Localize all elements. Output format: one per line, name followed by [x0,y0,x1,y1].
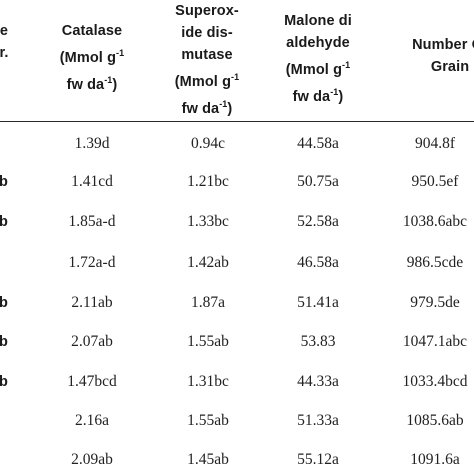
grain-cell: 950.5ef [411,173,459,190]
header-catalase-line2: (Mmol g-1 [38,42,146,69]
row-lead: b [0,214,8,230]
catalase-cell: 1.72a-d [68,254,116,271]
header-grain-line1: Number Of [412,37,474,53]
sod-cell: 1.42ab [187,254,229,271]
mda-cell: 44.58a [297,135,339,152]
header-grain-line2: Grain [430,59,470,75]
header-col0-line2: r. [0,45,9,61]
header-col0-line1: e [0,23,9,39]
table-row: b 1.41cd 1.21bc 50.75a 950.5ef [0,164,474,200]
grain-cell: 904.8f [414,135,456,152]
sod-cell: 1.33bc [187,213,229,230]
grain-cell: 1033.4bcd [402,373,468,390]
header-catalase-line3: fw da-1) [38,69,146,96]
header-sod-line2: ide dis- [181,25,233,41]
header-sod-line5-text: fw da [181,100,220,117]
mda-cell: 51.41a [297,294,339,311]
sod-cell: 1.55ab [187,412,229,429]
row-lead: b [0,174,8,190]
header-mda-line3: (Mmol g-1 [266,54,370,81]
grain-cell: 979.5de [410,294,460,311]
header-mda-line4: fw da-1) [266,81,370,108]
header-mda-line4-end: ) [338,88,344,105]
sod-cell: 0.94c [190,135,225,152]
header-catalase-sup1: -1 [116,48,125,58]
header-mda-line3-text: (Mmol g [285,61,343,78]
mda-cell: 50.75a [297,173,339,190]
header-mda-sup1: -1 [342,60,351,70]
header-grain: Number Of Grain [380,34,474,78]
header-catalase: Catalase (Mmol g-1 fw da-1) [38,20,146,96]
table-row: b 1.47bcd 1.31bc 44.33a 1033.4bcd [0,364,474,400]
table-row: b 1.85a-d 1.33bc 52.58a 1038.6abc [0,204,474,240]
sod-cell: 1.31bc [187,373,229,390]
grain-cell: 1085.6ab [406,412,464,429]
header-catalase-line1: Catalase [61,23,123,39]
header-sod-line5-end: ) [227,100,233,117]
table-row: 1.72a-d 1.42ab 46.58a 986.5cde [0,245,474,281]
header-sod-line3: mutase [181,47,233,63]
header-catalase-line2-text: (Mmol g [59,49,117,66]
header-sod-line5: fw da-1) [152,93,262,120]
row-lead: b [0,295,8,311]
grain-cell: 1091.6a [410,451,460,468]
grain-cell: 986.5cde [406,254,464,271]
header-mda-line2: aldehyde [286,35,350,51]
mda-cell: 51.33a [297,412,339,429]
sod-cell: 1.55ab [187,333,229,350]
row-lead: b [0,374,8,390]
header-mda-sup2: -1 [330,86,339,97]
header-sod-line4: (Mmol g-1 [152,66,262,93]
catalase-cell: 1.39d [74,135,110,152]
catalase-cell: 1.47bcd [67,373,117,390]
catalase-cell: 2.09ab [71,451,113,468]
header-rule [0,121,474,122]
mda-cell: 55.12a [297,451,339,468]
table-row: 2.09ab 1.45ab 55.12a 1091.6a [0,442,474,474]
catalase-cell: 2.16a [74,412,109,429]
header-sod-line4-text: (Mmol g [174,73,232,90]
catalase-cell: 1.85a-d [68,213,116,230]
catalase-cell: 1.41cd [71,173,113,190]
header-catalase-line3-end: ) [112,76,118,93]
grain-cell: 1047.1abc [402,333,468,350]
header-sod-sup1: -1 [231,72,240,82]
mda-cell: 52.58a [297,213,339,230]
header-sod: Superox- ide dis- mutase (Mmol g-1 fw da… [152,0,262,120]
table-row: 2.16a 1.55ab 51.33a 1085.6ab [0,403,474,439]
mda-cell: 53.83 [300,333,336,350]
table-row: 1.39d 0.94c 44.58a 904.8f [0,126,474,162]
header-catalase-sup2: -1 [104,74,113,85]
header-col0: e r. [0,20,24,64]
header-mda: Malone di aldehyde (Mmol g-1 fw da-1) [266,10,370,108]
sod-cell: 1.87a [190,294,225,311]
mda-cell: 44.33a [297,373,339,390]
catalase-cell: 2.11ab [71,294,113,311]
header-sod-line1: Superox- [175,3,239,19]
header-catalase-line3-text: fw da [66,76,105,93]
header-mda-line4-text: fw da [292,88,331,105]
sod-cell: 1.21bc [187,173,229,190]
sod-cell: 1.45ab [187,451,229,468]
table-row: b 2.07ab 1.55ab 53.83 1047.1abc [0,324,474,360]
mda-cell: 46.58a [297,254,339,271]
header-mda-line1: Malone di [284,13,352,29]
header-sod-sup2: -1 [219,98,228,109]
catalase-cell: 2.07ab [71,333,113,350]
grain-cell: 1038.6abc [402,213,468,230]
table-row: b 2.11ab 1.87a 51.41a 979.5de [0,285,474,321]
row-lead: b [0,334,8,350]
